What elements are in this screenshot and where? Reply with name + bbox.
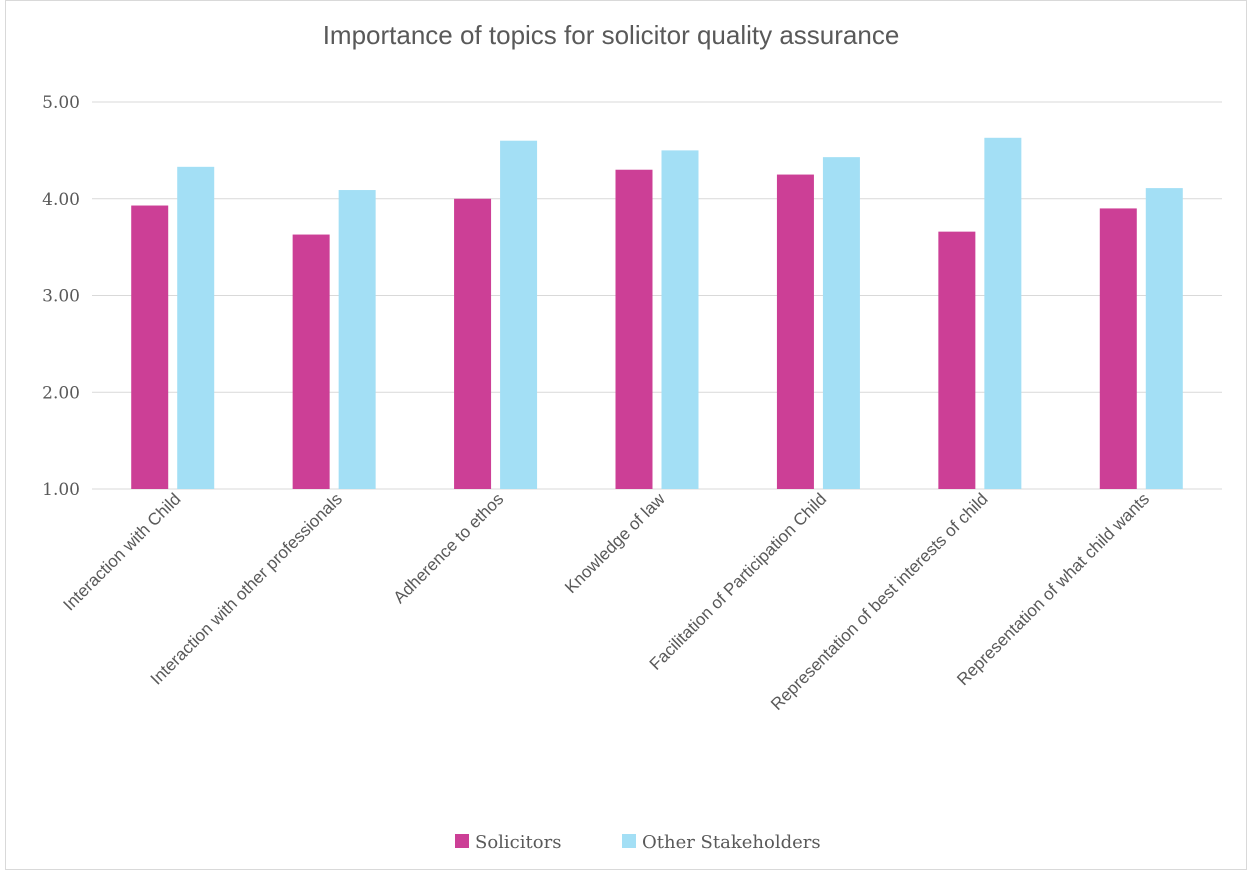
bar-other-stakeholders bbox=[984, 137, 1022, 490]
gridlines bbox=[92, 101, 1222, 490]
bar-solicitors bbox=[1099, 208, 1137, 490]
y-tick-label: 4.00 bbox=[42, 190, 80, 210]
bar-other-stakeholders bbox=[1145, 188, 1183, 490]
y-tick-label: 2.00 bbox=[42, 383, 80, 403]
y-tick-label: 1.00 bbox=[42, 480, 80, 500]
legend: Solicitors Other Stakeholders bbox=[455, 832, 821, 853]
x-category-label: Adherence to ethos bbox=[390, 489, 508, 607]
legend-label: Other Stakeholders bbox=[642, 832, 821, 853]
bar-other-stakeholders bbox=[500, 140, 538, 489]
bar-other-stakeholders bbox=[177, 166, 215, 489]
y-tick-label: 3.00 bbox=[42, 287, 80, 307]
y-tick-label: 5.00 bbox=[42, 93, 80, 113]
x-category-label: Interaction with other professionals bbox=[147, 489, 346, 688]
bar-solicitors bbox=[131, 205, 169, 489]
bar-solicitors bbox=[292, 234, 330, 489]
chart-title: Importance of topics for solicitor quali… bbox=[323, 20, 900, 50]
legend-label: Solicitors bbox=[475, 832, 561, 853]
legend-swatch bbox=[455, 834, 469, 848]
x-category-label: Knowledge of law bbox=[561, 489, 669, 597]
bar-solicitors bbox=[454, 198, 492, 489]
bar-solicitors bbox=[938, 231, 976, 489]
legend-swatch bbox=[622, 834, 636, 848]
bars bbox=[131, 137, 1183, 490]
x-category-label: Representation of what child wants bbox=[953, 489, 1153, 689]
bar-other-stakeholders bbox=[661, 150, 699, 489]
bar-solicitors bbox=[776, 174, 814, 489]
x-category-label: Interaction with Child bbox=[60, 489, 185, 614]
bar-other-stakeholders bbox=[822, 157, 860, 489]
bar-other-stakeholders bbox=[338, 190, 376, 490]
y-axis-ticks: 1.00 2.00 3.00 4.00 5.00 bbox=[42, 93, 80, 500]
bar-solicitors bbox=[615, 169, 653, 489]
x-category-label: Facilitation of Participation Child bbox=[646, 489, 830, 673]
